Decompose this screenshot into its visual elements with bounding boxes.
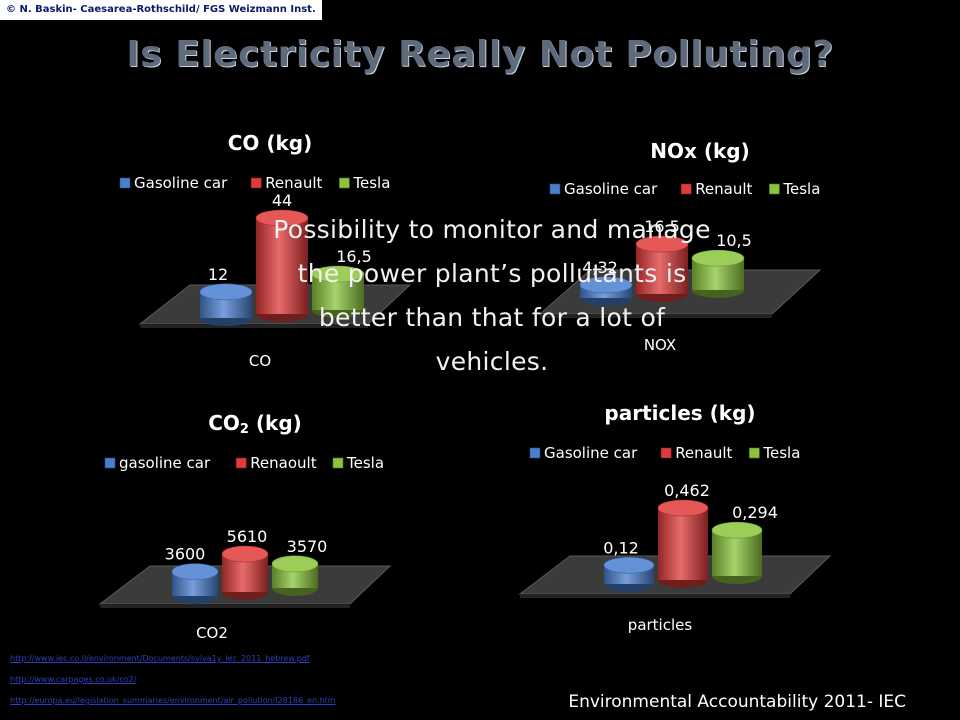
footer-source: Environmental Accountability 2011- IEC <box>568 692 906 712</box>
bar <box>271 555 319 596</box>
particles-chart: particles (kg) Gasoline car Renault Tesla 0,… <box>500 390 860 640</box>
category-label: particles <box>628 616 693 634</box>
category-label: NOX <box>644 336 676 354</box>
bar <box>199 283 253 326</box>
source-link-iec[interactable]: http://www.iec.co.il/environment/Documen… <box>10 654 310 663</box>
bar <box>657 499 709 588</box>
chart-legend: Gasoline car Renault Tesla <box>549 180 820 198</box>
legend-label: Renault <box>265 174 322 192</box>
category-label: CO2 <box>196 624 228 642</box>
legend-swatch <box>250 177 262 189</box>
bar <box>711 521 763 584</box>
category-label: CO <box>249 352 271 370</box>
data-label: 0,12 <box>603 538 639 557</box>
slide-title: Is Electricity Really Not Polluting? <box>126 34 834 75</box>
legend-label: Gasoline car <box>564 180 658 198</box>
bar <box>255 209 309 322</box>
chart-floor-edge <box>100 604 350 608</box>
legend-label: Renault <box>675 444 732 462</box>
bar <box>221 545 269 600</box>
data-label: 0,294 <box>732 503 778 522</box>
co-chart: CO (kg) Gasoline car Renault Tesla 12 44 16,5 C… <box>119 120 420 370</box>
bar <box>311 265 365 318</box>
data-label: 3570 <box>287 537 328 556</box>
bar <box>635 235 689 302</box>
data-label: 12 <box>208 265 228 284</box>
legend-swatch <box>529 447 541 459</box>
chart-legend: gasoline car Renaoult Tesla <box>104 454 384 472</box>
legend-swatch <box>769 183 780 195</box>
chart-floor-edge <box>520 594 790 598</box>
legend-swatch <box>104 457 116 469</box>
legend-swatch <box>119 177 131 189</box>
data-label: 10,5 <box>716 231 752 250</box>
legend-swatch <box>339 177 350 189</box>
legend-label: Tesla <box>352 174 390 192</box>
source-link-carpages[interactable]: http://www.carpages.co.uk/co2/ <box>10 675 137 684</box>
bar <box>603 556 655 592</box>
data-label: 16,5 <box>336 247 372 266</box>
legend-label: Gasoline car <box>544 444 638 462</box>
legend-label: Tesla <box>762 444 800 462</box>
data-label: 0,462 <box>664 481 710 500</box>
overlay-statement: Possibility to monitor and manage the po… <box>273 215 711 376</box>
data-label: 16,5 <box>644 217 680 236</box>
bar <box>691 249 745 298</box>
legend-label: Tesla <box>346 454 384 472</box>
data-label: 3600 <box>165 545 206 564</box>
copyright-credit: © N. Baskin- Caesarea-Rothschild/ FGS We… <box>0 0 322 20</box>
data-label: 5610 <box>227 527 268 546</box>
legend-label: gasoline car <box>119 454 211 472</box>
chart-legend: Gasoline car Renault Tesla <box>119 174 390 192</box>
legend-swatch <box>749 447 760 459</box>
data-label: 4,32 <box>582 258 618 277</box>
chart-legend: Gasoline car Renault Tesla <box>529 444 800 462</box>
legend-swatch <box>549 183 561 195</box>
chart-title: particles (kg) <box>604 401 755 425</box>
legend-swatch <box>332 457 344 469</box>
legend-label: Renaoult <box>250 454 317 472</box>
legend-swatch <box>235 457 247 469</box>
nox-chart: NOx (kg) Gasoline car Renault Tesla 4,32 16,5… <box>520 130 880 354</box>
data-label: 44 <box>272 191 292 210</box>
chart-title: CO2 (kg) <box>208 411 302 437</box>
bar <box>579 276 633 306</box>
chart-title: CO (kg) <box>228 131 313 155</box>
bar <box>171 563 219 604</box>
chart-floor-edge <box>540 314 772 318</box>
legend-swatch <box>680 183 692 195</box>
chart-title: NOx (kg) <box>650 139 750 163</box>
legend-label: Tesla <box>782 180 820 198</box>
source-link-europa[interactable]: http://europa.eu/legislation_summaries/e… <box>10 696 336 705</box>
source-links: http://www.iec.co.il/environment/Documen… <box>10 654 336 717</box>
legend-swatch <box>660 447 672 459</box>
chart-floor-edge <box>140 324 368 328</box>
co2-chart: CO2 (kg) gasoline car Renaoult Tesla 3600 561… <box>80 398 430 648</box>
legend-label: Renault <box>695 180 752 198</box>
legend-label: Gasoline car <box>134 174 228 192</box>
